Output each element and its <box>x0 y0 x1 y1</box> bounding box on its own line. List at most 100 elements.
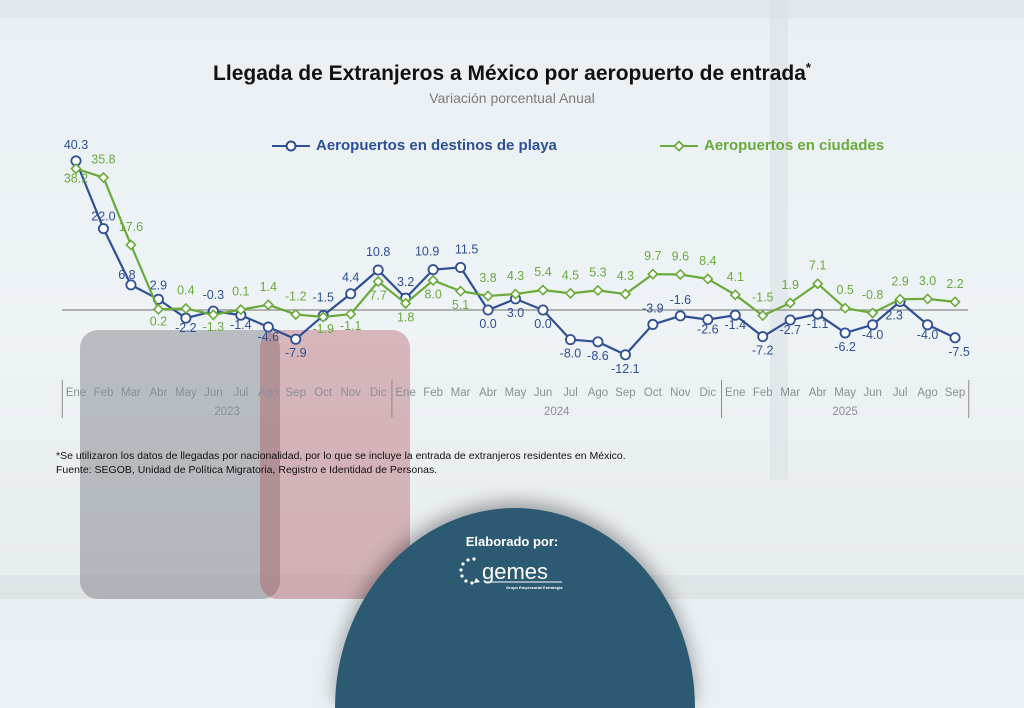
x-tick-label: Ago <box>588 387 608 399</box>
background-window-frame <box>0 0 1024 18</box>
gemes-logo-tagline: Grupo Empresarial Estrategia <box>506 585 563 590</box>
data-point-playa <box>702 314 714 326</box>
data-label-playa: -0.3 <box>203 288 225 302</box>
data-point-ciudades <box>784 297 796 309</box>
data-point-playa <box>455 261 467 273</box>
data-label-ciudades: 1.9 <box>782 278 799 292</box>
data-label-playa: -8.6 <box>587 349 609 363</box>
legend-label-ciudades: Aeropuertos en ciudades <box>704 137 885 154</box>
data-point-playa <box>812 308 824 320</box>
data-point-ciudades <box>97 171 110 184</box>
data-label-ciudades: 5.4 <box>534 265 551 279</box>
data-label-ciudades: 2.9 <box>891 274 908 288</box>
data-point-playa <box>757 331 769 343</box>
data-label-playa: -4.0 <box>862 328 884 342</box>
data-label-ciudades: 4.5 <box>562 268 579 282</box>
data-label-playa: -2.7 <box>779 323 801 337</box>
x-tick-label: Sep <box>615 387 635 399</box>
x-tick-label: Mar <box>451 387 471 399</box>
data-point-ciudades <box>619 288 632 300</box>
data-point-playa <box>125 279 137 291</box>
data-point-ciudades <box>839 302 851 314</box>
x-year-label: 2023 <box>214 406 240 418</box>
data-point-ciudades <box>125 239 137 251</box>
gemes-logo: gemes Grupo Empresarial Estrategia <box>459 557 563 590</box>
source-note: Fuente: SEGOB, Unidad de Política Migrat… <box>56 464 438 476</box>
data-point-ciudades <box>372 275 384 288</box>
data-label-ciudades: 1.4 <box>260 280 277 294</box>
data-point-playa <box>564 334 576 346</box>
data-label-ciudades: 1.8 <box>397 310 414 324</box>
x-year-label: 2025 <box>832 406 858 418</box>
data-label-ciudades: 4.1 <box>727 270 744 284</box>
legend-item-ciudades: Aeropuertos en ciudades <box>660 137 884 154</box>
data-point-playa <box>867 319 879 331</box>
x-tick-label: Dic <box>699 387 716 399</box>
data-label-ciudades: 5.1 <box>452 298 469 312</box>
data-label-ciudades: 8.0 <box>424 287 441 301</box>
data-point-ciudades <box>674 268 686 281</box>
data-label-playa: 22.0 <box>91 210 115 224</box>
data-label-playa: -7.5 <box>948 345 970 359</box>
data-point-ciudades <box>317 311 329 323</box>
data-point-ciudades <box>592 284 604 297</box>
data-point-ciudades <box>262 299 274 311</box>
data-label-ciudades: -1.3 <box>203 320 225 334</box>
data-point-playa <box>482 304 494 316</box>
data-point-ciudades <box>702 273 714 285</box>
data-label-playa: -6.2 <box>834 340 856 354</box>
data-point-ciudades <box>812 278 824 290</box>
data-point-ciudades <box>152 303 165 315</box>
x-tick-label: Feb <box>423 387 443 399</box>
data-point-ciudades <box>235 303 247 316</box>
x-tick-label: Abr <box>479 387 497 399</box>
data-label-playa: 3.0 <box>507 306 524 320</box>
data-label-ciudades: -1.5 <box>752 291 774 305</box>
data-label-ciudades: 0.1 <box>232 285 249 299</box>
data-label-ciudades: 35.8 <box>91 153 115 167</box>
x-year-label: 2024 <box>544 406 570 418</box>
data-label-ciudades: 0.4 <box>177 284 194 298</box>
x-tick-label: Dic <box>370 387 387 399</box>
data-label-ciudades: 7.1 <box>809 259 826 273</box>
data-label-playa: -4.6 <box>258 330 280 344</box>
data-label-ciudades: 4.3 <box>507 269 524 283</box>
data-label-playa: -1.4 <box>230 318 252 332</box>
data-point-ciudades <box>757 309 769 322</box>
data-point-ciudades <box>564 287 577 299</box>
legend-marker-diamond-icon <box>660 139 698 152</box>
x-tick-label: Jul <box>233 387 248 399</box>
x-tick-label: Jul <box>893 387 908 399</box>
data-label-playa: 0.0 <box>479 317 496 331</box>
data-point-playa <box>537 304 549 316</box>
data-label-playa: -7.2 <box>752 344 774 358</box>
data-label-ciudades: 17.6 <box>119 220 143 234</box>
footnote: *Se utilizaron los datos de llegadas por… <box>56 450 626 462</box>
x-tick-label: May <box>175 387 197 399</box>
data-label-ciudades: -1.9 <box>312 322 334 336</box>
data-label-playa: 2.9 <box>150 278 167 292</box>
x-tick-label: Nov <box>670 387 691 399</box>
data-point-playa <box>97 223 109 235</box>
x-tick-label: Ene <box>395 387 415 399</box>
legend-label-playa: Aeropuertos en destinos de playa <box>316 137 557 154</box>
data-label-playa: 0.0 <box>534 317 551 331</box>
x-tick-label: Oct <box>314 387 333 399</box>
data-point-playa <box>345 288 357 300</box>
data-label-playa: 11.5 <box>455 242 478 256</box>
data-point-playa <box>784 314 796 326</box>
data-point-ciudades <box>866 307 879 319</box>
x-tick-label: Ene <box>725 387 745 399</box>
x-tick-label: Feb <box>94 387 114 399</box>
x-tick-label: Mar <box>121 387 141 399</box>
data-label-ciudades: 2.2 <box>946 277 963 291</box>
data-label-ciudades: 7.7 <box>369 289 386 303</box>
data-label-ciudades: 4.3 <box>617 269 634 283</box>
data-point-ciudades <box>537 284 549 296</box>
x-tick-label: Ene <box>66 387 86 399</box>
data-label-playa: -8.0 <box>560 347 582 361</box>
x-tick-label: Nov <box>340 387 361 399</box>
data-point-ciudades <box>70 163 82 175</box>
data-point-playa <box>922 319 934 331</box>
data-label-ciudades: 0.5 <box>836 283 853 297</box>
